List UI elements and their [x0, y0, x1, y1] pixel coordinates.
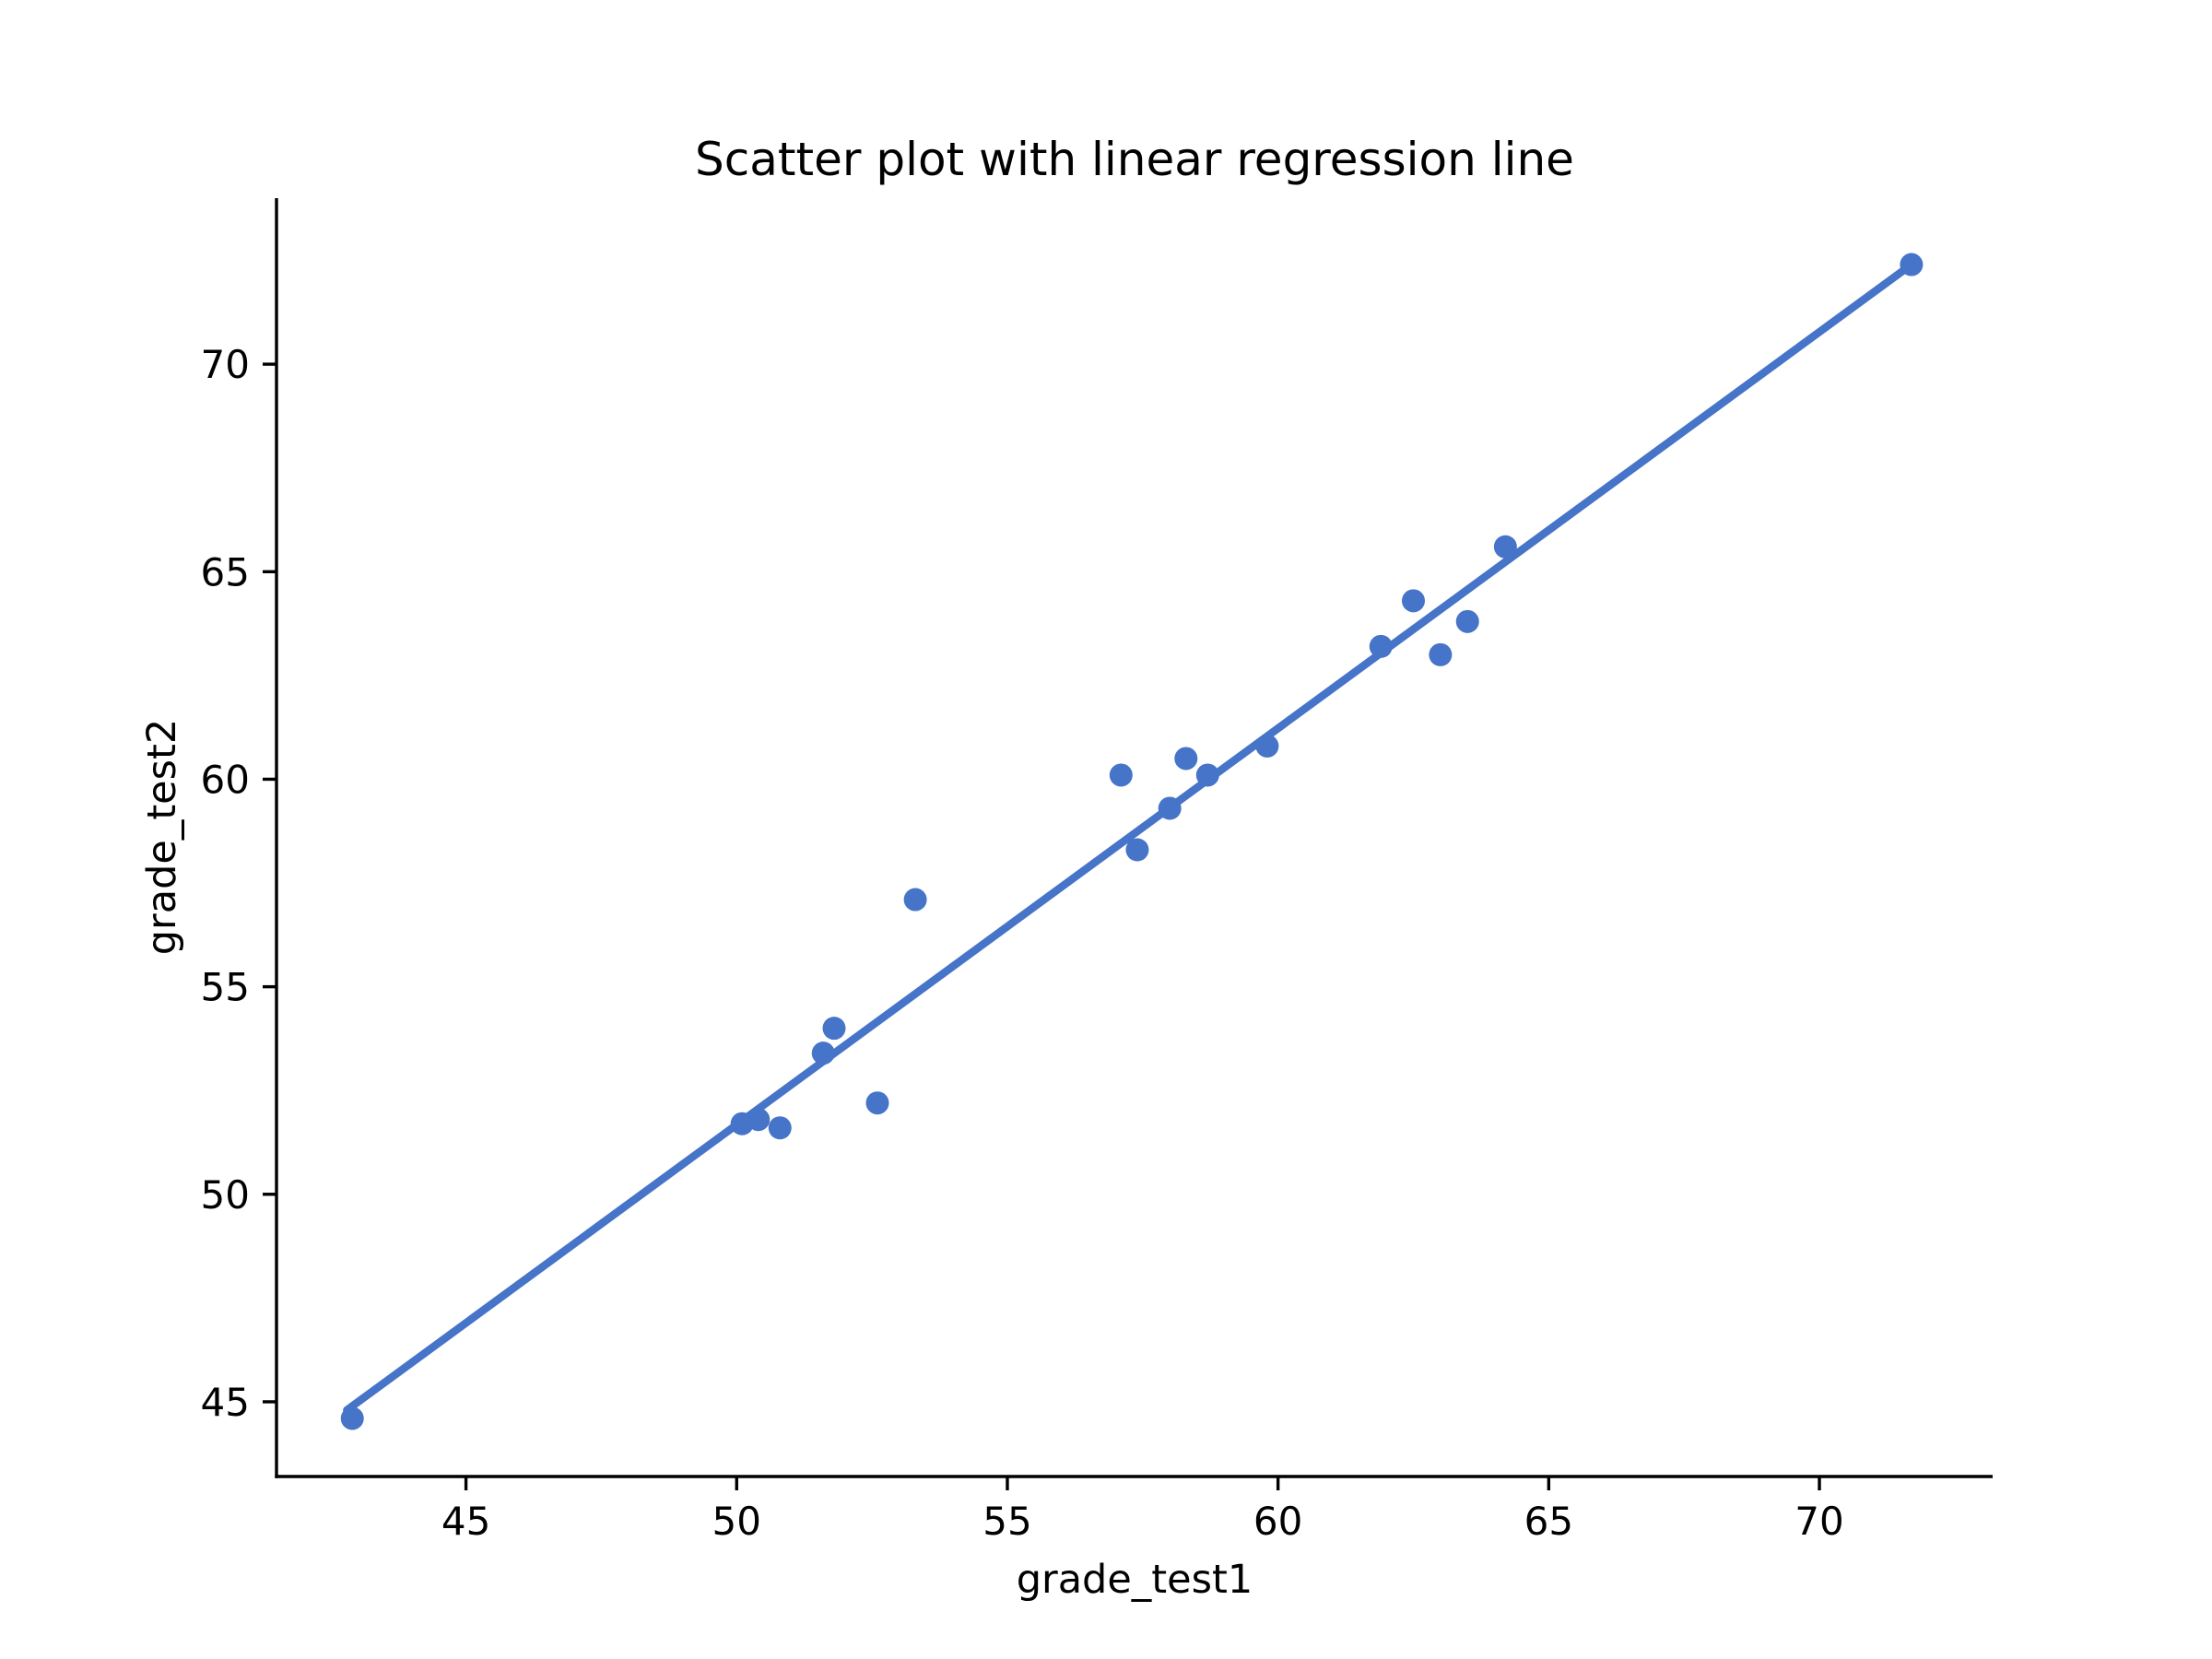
axes-layer: [275, 198, 1993, 1478]
data-point: [1402, 589, 1426, 613]
data-point: [1174, 747, 1198, 771]
data-point: [1158, 796, 1182, 820]
x-tick-label: 50: [712, 1499, 761, 1544]
data-point: [903, 888, 927, 912]
y-tick-label: 65: [201, 549, 250, 594]
regression-line: [343, 260, 1916, 1415]
data-point: [747, 1108, 771, 1132]
data-point: [1255, 734, 1279, 758]
y-tick-label: 50: [201, 1172, 250, 1218]
y-tick-layer: 45 50 55 60 65 70: [201, 342, 276, 1425]
x-tick-label: 70: [1794, 1499, 1843, 1544]
data-point: [1109, 763, 1133, 787]
y-axis-label: grade_test2: [139, 719, 185, 956]
regression-line-layer: [343, 260, 1916, 1415]
data-point: [340, 1406, 364, 1430]
data-point: [1429, 642, 1453, 666]
x-tick-layer: 45 50 55 60 65 70: [441, 1477, 1844, 1544]
y-tick-label: 70: [201, 342, 250, 387]
data-point: [1493, 535, 1517, 559]
y-tick-label: 60: [201, 757, 250, 802]
data-point: [768, 1116, 792, 1140]
scatter-points-layer: [340, 253, 1924, 1430]
data-point: [1125, 838, 1149, 862]
x-tick-label: 55: [982, 1499, 1031, 1544]
x-tick-label: 65: [1524, 1499, 1573, 1544]
data-point: [822, 1017, 846, 1041]
x-tick-label: 45: [441, 1499, 490, 1544]
y-tick-label: 55: [201, 965, 250, 1010]
y-tick-label: 45: [201, 1380, 250, 1425]
data-point: [1900, 253, 1924, 276]
data-point: [1455, 609, 1479, 633]
data-point: [865, 1091, 889, 1115]
chart-title: Scatter plot with linear regression line: [695, 133, 1574, 186]
x-tick-label: 60: [1253, 1499, 1302, 1544]
data-point: [811, 1041, 835, 1065]
data-point: [1195, 763, 1219, 787]
data-point: [1369, 634, 1393, 658]
x-axis-label: grade_test1: [1017, 1557, 1253, 1603]
